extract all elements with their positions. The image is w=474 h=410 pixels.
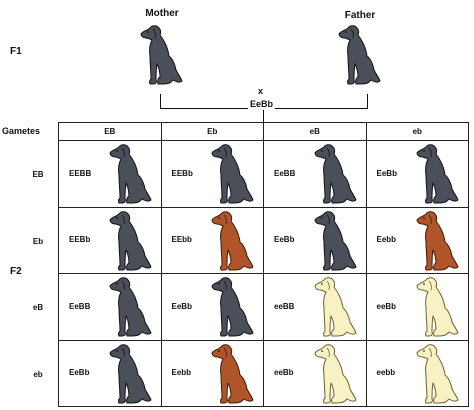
gamete-header-EB: EB	[58, 122, 162, 141]
genotype-label: eeBb	[274, 368, 294, 377]
cross-symbol: x	[258, 86, 264, 96]
genotype-label: EeBB	[69, 301, 91, 311]
chocolate-dog-image	[416, 210, 459, 270]
genotype-label: EeBb	[171, 301, 192, 311]
genotype-label: eeBB	[274, 301, 295, 311]
mother-dog	[140, 25, 183, 85]
cross-line-down	[263, 110, 264, 122]
gamete-header-eb: eb	[365, 122, 469, 141]
father-label: Father	[344, 10, 376, 21]
punnett-cell: EeBb	[263, 206, 367, 274]
punnett-cell: EeBb	[58, 339, 162, 407]
punnett-cell: EEBb	[58, 206, 162, 274]
parent-genotype: EeBb	[248, 99, 276, 109]
punnett-cell: eeBB	[263, 273, 367, 341]
punnett-cell: EEBb	[160, 140, 264, 208]
cross-line-right	[367, 94, 368, 108]
punnett-cell: EEBB	[58, 140, 162, 208]
genotype-label: EeBB	[274, 168, 296, 178]
genotype-label: EEbb	[171, 235, 192, 244]
gametes-label: Gametes	[2, 126, 41, 136]
punnett-cell: EeBb	[160, 273, 264, 341]
genotype-label: EeBb	[274, 235, 295, 244]
cross-line-left	[160, 94, 161, 108]
punnett-cell: EeBB	[263, 140, 367, 208]
f1-label: F1	[10, 46, 22, 57]
genotype-label: eeBb	[376, 301, 397, 311]
yellow-dog-image	[314, 277, 356, 337]
chocolate-dog-image	[211, 210, 254, 270]
genotype-label: EeBb	[69, 368, 90, 377]
genotype-label: EEBb	[69, 235, 91, 244]
black-dog-image	[211, 277, 254, 337]
punnett-square: EB Eb eB eb EEBB EEBb EeBB EeBb EEBb EEbb EeBb Eebb…	[58, 122, 470, 407]
gamete-header-Eb: Eb	[160, 122, 264, 141]
yellow-dog-image	[416, 277, 459, 337]
black-dog-image	[109, 210, 151, 270]
punnett-cell: EEbb	[160, 206, 264, 274]
punnett-cell: eeBb	[365, 273, 469, 341]
punnett-cell: EeBB	[58, 273, 162, 341]
gamete-row-label-Eb: Eb	[32, 236, 44, 246]
black-dog-image	[314, 144, 356, 204]
punnett-cell: eeBb	[263, 339, 367, 407]
yellow-dog-image	[416, 343, 459, 403]
genotype-label: Eebb	[171, 368, 192, 377]
mother-label: Mother	[145, 8, 179, 19]
gamete-row-label-eb: eb	[33, 369, 43, 379]
gamete-row-label-EB: EB	[32, 170, 44, 179]
black-dog-image	[211, 144, 254, 204]
punnett-cell: eebb	[365, 339, 469, 407]
chocolate-dog-image	[211, 343, 254, 403]
black-dog-image	[109, 144, 151, 204]
black-dog-image	[416, 144, 459, 204]
genotype-label: EEBB	[69, 168, 92, 178]
black-dog-image	[314, 210, 356, 270]
genotype-label: eebb	[376, 368, 396, 377]
punnett-cell: Eebb	[160, 339, 264, 407]
gamete-header-eB: eB	[263, 122, 367, 141]
gamete-row-label-eB: eB	[32, 303, 44, 312]
black-dog-image	[109, 277, 151, 337]
black-dog-image	[109, 343, 151, 403]
f2-label: F2	[10, 266, 22, 277]
punnett-cell: EeBb	[365, 140, 469, 208]
yellow-dog-image	[314, 343, 356, 403]
punnett-cell: Eebb	[365, 206, 469, 274]
father-dog	[338, 25, 381, 85]
genotype-label: Eebb	[376, 235, 397, 244]
genotype-label: EEBb	[171, 168, 193, 178]
genotype-label: EeBb	[376, 168, 397, 178]
